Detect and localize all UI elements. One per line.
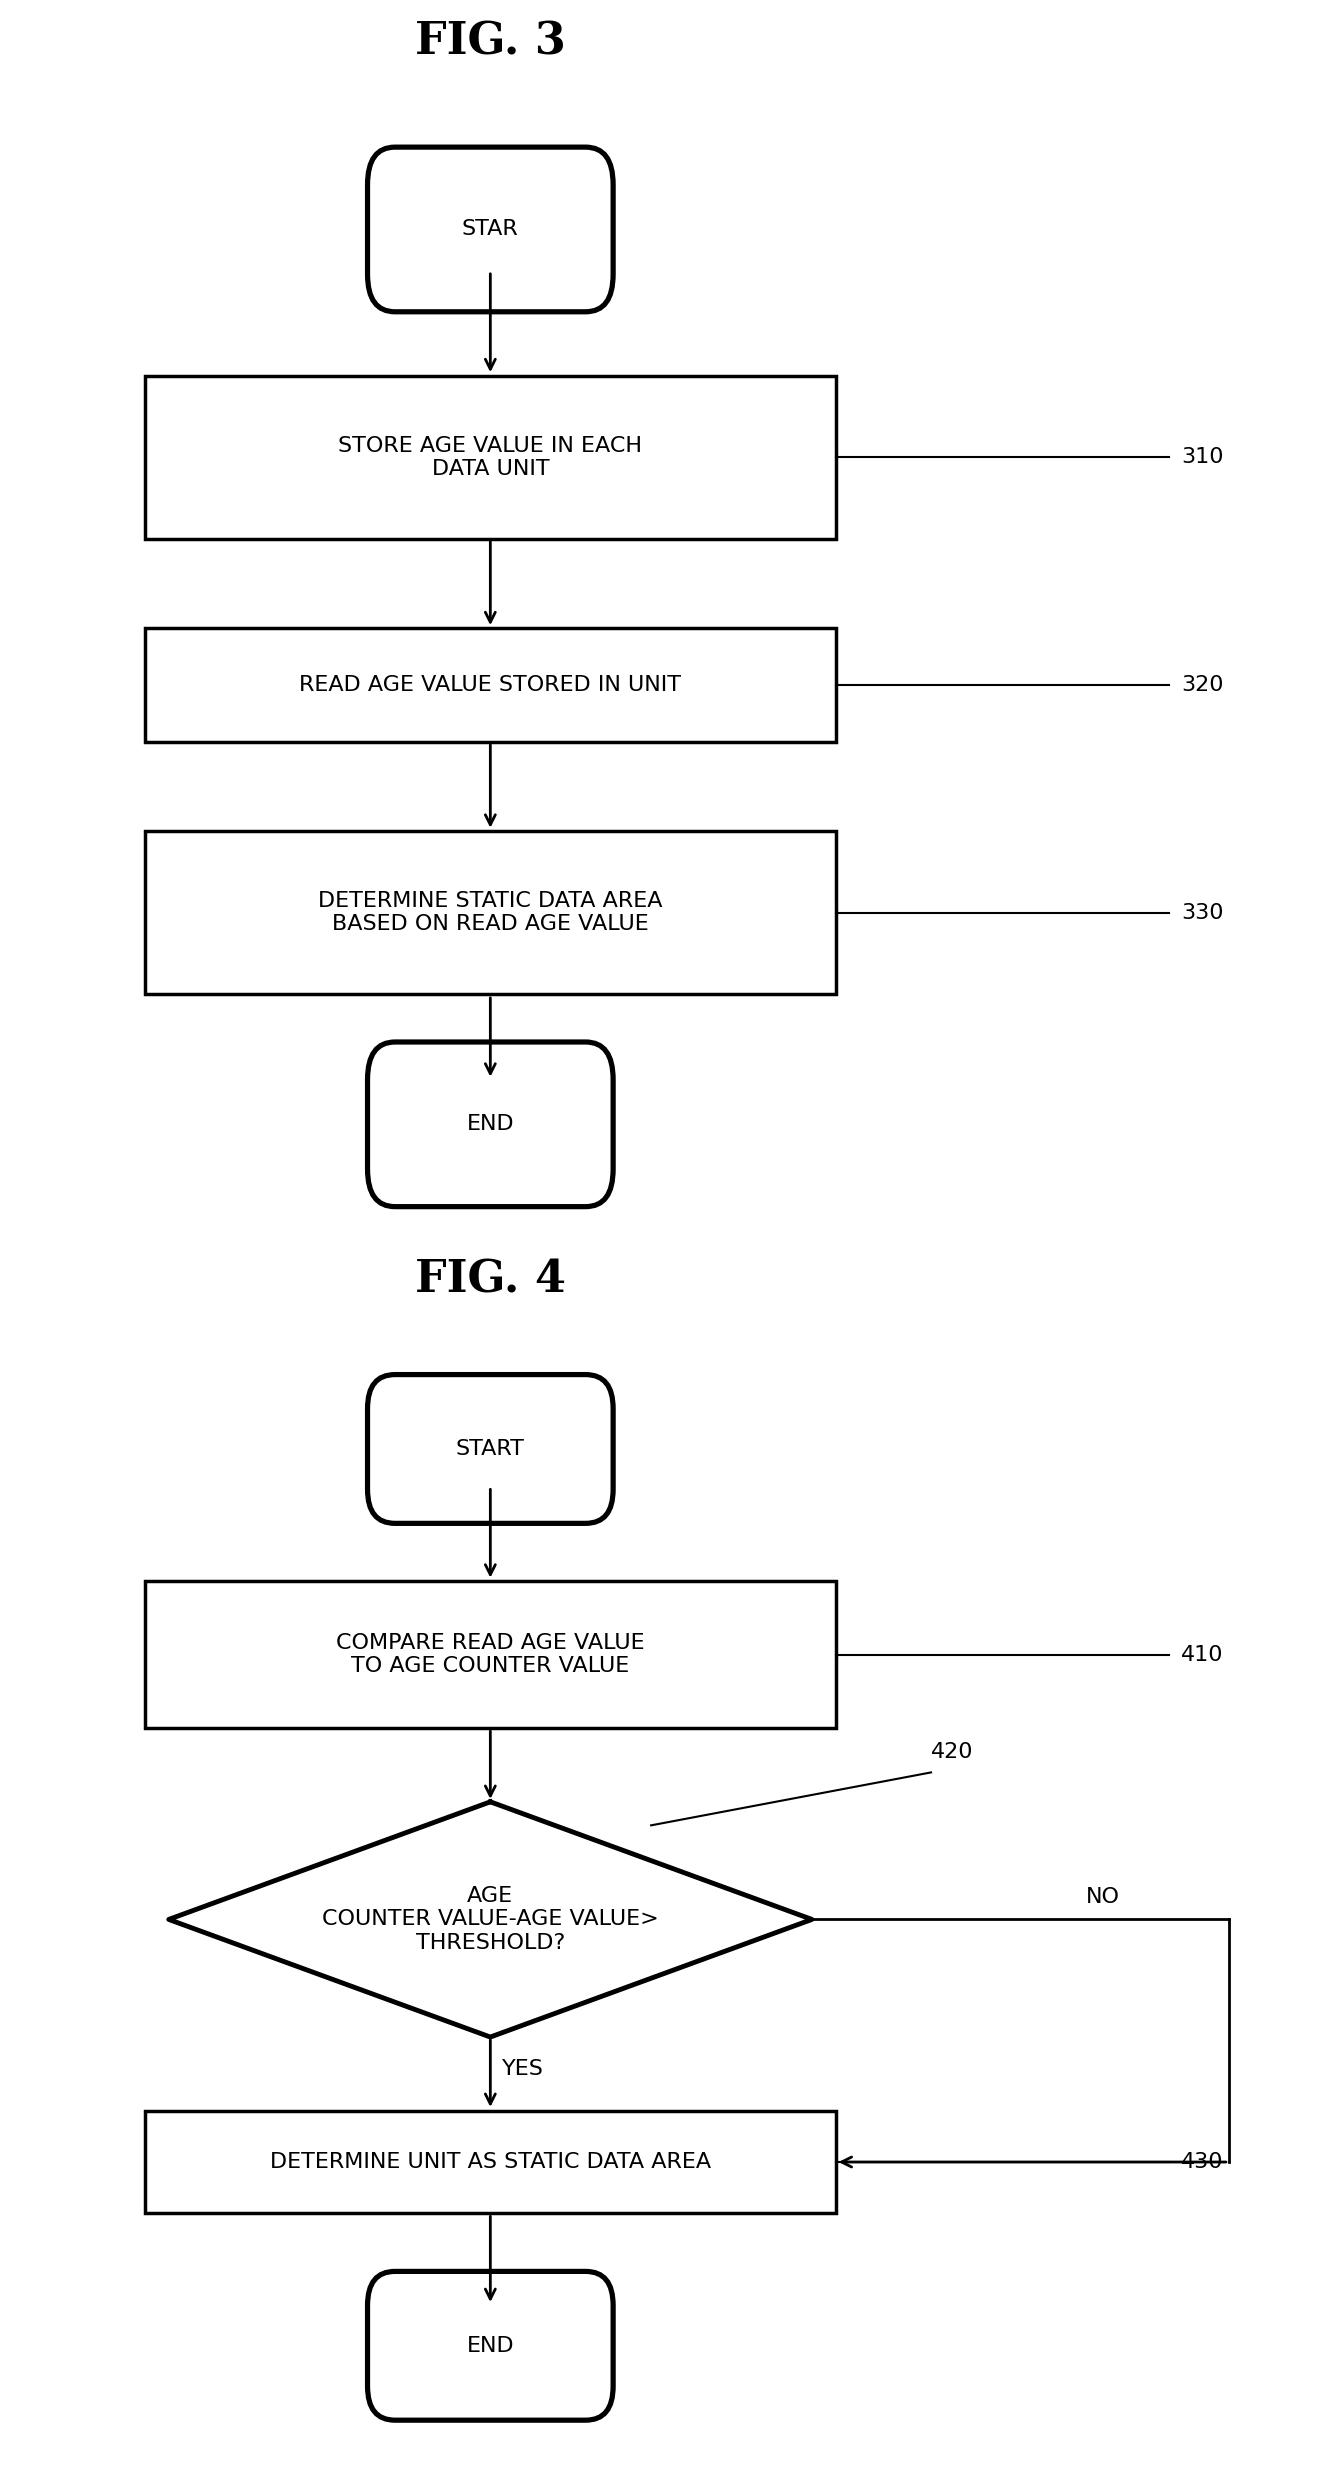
Text: 320: 320: [1181, 675, 1224, 695]
Text: START: START: [456, 1438, 524, 1458]
Text: END: END: [467, 1114, 514, 1134]
Bar: [145, 376, 836, 538]
Bar: [145, 832, 836, 994]
Text: 420: 420: [931, 1742, 974, 1762]
FancyBboxPatch shape: [368, 1376, 613, 1523]
Text: 330: 330: [1181, 902, 1224, 922]
Text: 410: 410: [1181, 1645, 1224, 1665]
Text: YES: YES: [502, 2058, 545, 2078]
Bar: [145, 628, 836, 743]
FancyBboxPatch shape: [368, 147, 613, 312]
Text: NO: NO: [1086, 1886, 1120, 1906]
Text: 310: 310: [1181, 446, 1224, 466]
Text: FIG. 4: FIG. 4: [415, 1258, 566, 1301]
Text: END: END: [467, 2335, 514, 2355]
Bar: [145, 1582, 836, 1729]
Text: DETERMINE STATIC DATA AREA
BASED ON READ AGE VALUE: DETERMINE STATIC DATA AREA BASED ON READ…: [318, 892, 662, 934]
Text: STAR: STAR: [462, 219, 519, 239]
FancyBboxPatch shape: [368, 2270, 613, 2420]
Bar: [145, 2111, 836, 2213]
Polygon shape: [169, 1802, 812, 2036]
Text: STORE AGE VALUE IN EACH
DATA UNIT: STORE AGE VALUE IN EACH DATA UNIT: [339, 436, 642, 478]
Text: FIG. 3: FIG. 3: [415, 20, 566, 65]
Text: DETERMINE UNIT AS STATIC DATA AREA: DETERMINE UNIT AS STATIC DATA AREA: [270, 2153, 710, 2173]
Text: COMPARE READ AGE VALUE
TO AGE COUNTER VALUE: COMPARE READ AGE VALUE TO AGE COUNTER VA…: [336, 1632, 645, 1677]
Text: READ AGE VALUE STORED IN UNIT: READ AGE VALUE STORED IN UNIT: [300, 675, 681, 695]
FancyBboxPatch shape: [368, 1042, 613, 1206]
Text: AGE
COUNTER VALUE-AGE VALUE>
THRESHOLD?: AGE COUNTER VALUE-AGE VALUE> THRESHOLD?: [322, 1886, 658, 1954]
Text: 430: 430: [1181, 2153, 1224, 2173]
